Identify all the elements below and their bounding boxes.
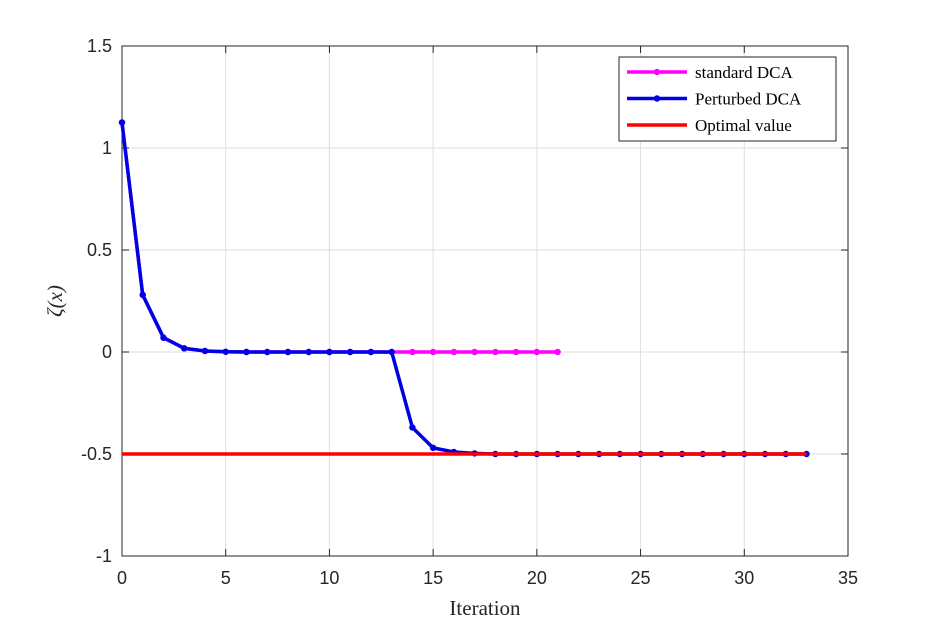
data-point bbox=[139, 291, 146, 299]
legend: standard DCA Perturbed DCA Optimal value bbox=[618, 56, 837, 142]
x-tick-label: 25 bbox=[631, 568, 651, 588]
x-tick-label: 30 bbox=[734, 568, 754, 588]
data-point bbox=[409, 348, 416, 356]
data-point bbox=[554, 348, 561, 356]
data-point bbox=[264, 348, 271, 356]
legend-marker bbox=[653, 95, 661, 102]
data-point bbox=[450, 348, 458, 356]
series-line bbox=[120, 122, 558, 354]
series-group bbox=[118, 119, 810, 458]
x-axis-label: Iteration bbox=[449, 596, 521, 620]
data-point bbox=[512, 348, 520, 356]
data-point bbox=[346, 348, 354, 356]
data-point bbox=[160, 334, 167, 341]
y-tick-label: -0.5 bbox=[81, 444, 112, 464]
data-point bbox=[409, 424, 416, 431]
data-point bbox=[533, 348, 541, 356]
series-1 bbox=[118, 119, 810, 458]
x-tick-label: 20 bbox=[527, 568, 547, 588]
x-tick-label: 15 bbox=[423, 568, 443, 588]
y-tick-label: 0.5 bbox=[87, 240, 112, 260]
data-point bbox=[243, 348, 250, 356]
x-tick-label: 10 bbox=[319, 568, 339, 588]
data-point bbox=[471, 348, 478, 356]
data-point bbox=[305, 348, 312, 356]
y-tick-label: 1 bbox=[102, 138, 112, 158]
y-axis-label: ζ(x) bbox=[43, 285, 67, 317]
data-point bbox=[388, 348, 395, 356]
data-point bbox=[222, 348, 229, 355]
data-point bbox=[429, 444, 437, 452]
x-tick-label: 0 bbox=[117, 568, 127, 588]
series-0 bbox=[118, 119, 561, 356]
y-tick-label: -1 bbox=[96, 546, 112, 566]
data-point bbox=[326, 348, 333, 356]
y-tick-label: 0 bbox=[102, 342, 112, 362]
data-point bbox=[181, 345, 188, 352]
plot-area bbox=[121, 45, 849, 557]
data-point bbox=[492, 348, 499, 356]
y-tick-label: 1.5 bbox=[87, 36, 112, 56]
series-line bbox=[120, 122, 807, 456]
x-tick-label: 5 bbox=[221, 568, 231, 588]
legend-label: Optimal value bbox=[695, 116, 792, 135]
data-point bbox=[429, 348, 437, 356]
data-point bbox=[118, 119, 126, 126]
legend-label: Perturbed DCA bbox=[695, 90, 802, 109]
legend-label: standard DCA bbox=[695, 63, 793, 82]
data-point bbox=[367, 348, 375, 356]
data-point bbox=[201, 347, 209, 355]
ticks: 0 5 10 15 20 25 30 35 -1 -0.5 0 0.5 1 1.5 bbox=[81, 36, 858, 588]
x-tick-label: 35 bbox=[838, 568, 858, 588]
data-point bbox=[284, 348, 292, 356]
legend-marker bbox=[653, 68, 661, 76]
